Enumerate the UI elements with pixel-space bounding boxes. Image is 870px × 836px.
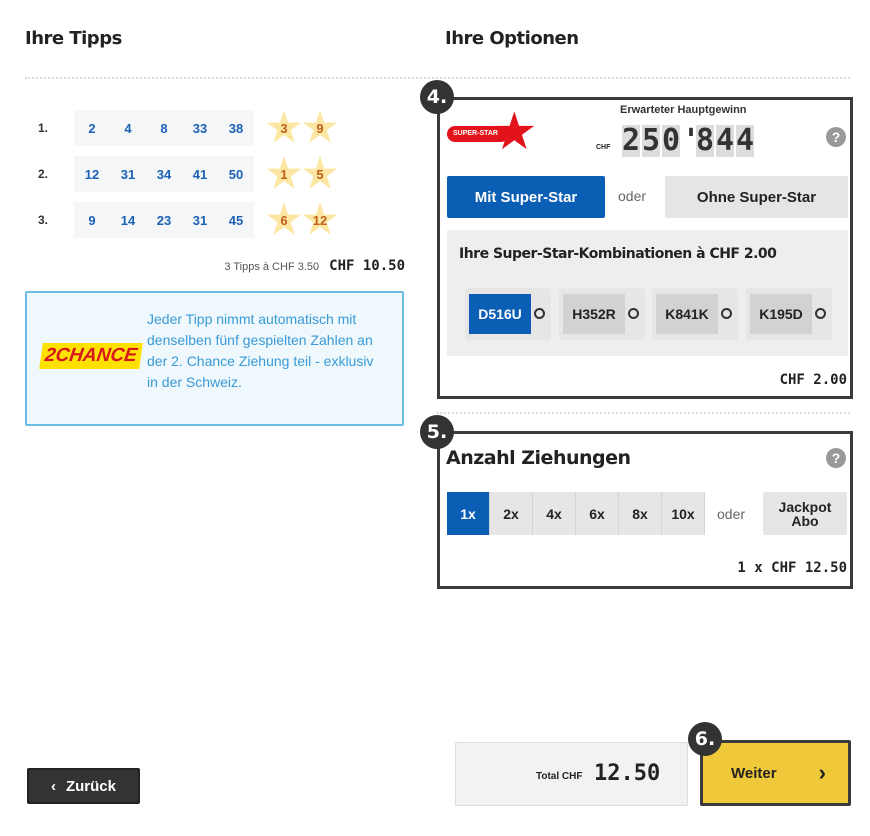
draws-option-2x[interactable]: 2x bbox=[490, 492, 533, 535]
tip-number: 31 bbox=[120, 166, 136, 182]
step-5-badge: 5. bbox=[420, 415, 454, 449]
total-amount: 12.50 bbox=[594, 761, 661, 786]
tips-summary: 3 Tipps à CHF 3.50 CHF 10.50 bbox=[224, 258, 405, 274]
superstar-price: CHF 2.00 bbox=[779, 372, 847, 388]
tip-number: 4 bbox=[124, 120, 132, 136]
jackpot-digit: 4 bbox=[716, 123, 735, 158]
combo-code[interactable]: H352R bbox=[563, 294, 625, 334]
tip-numbers: 9 14 23 31 45 bbox=[74, 202, 254, 238]
combo-code[interactable]: K841K bbox=[656, 294, 718, 334]
step-4-badge: 4. bbox=[420, 80, 454, 114]
total-label: Total CHF bbox=[536, 771, 583, 782]
or-label: oder bbox=[618, 188, 647, 204]
tip-number: 31 bbox=[192, 212, 208, 228]
tip-index: 3. bbox=[38, 213, 49, 227]
jackpot-digit: 0 bbox=[662, 123, 681, 158]
tip-number: 12 bbox=[84, 166, 100, 182]
jackpot-amount: 2 5 0 ' 8 4 4 bbox=[622, 125, 756, 157]
draws-options: 1x 2x 4x 6x 8x 10x bbox=[447, 492, 705, 535]
star-number: 3 bbox=[266, 110, 302, 146]
chance-info-box: 2CHANCE Jeder Tipp nimmt automatisch mit… bbox=[25, 291, 404, 426]
jackpot-digit: 2 bbox=[622, 123, 641, 158]
star-number: 9 bbox=[302, 110, 338, 146]
divider bbox=[25, 77, 850, 79]
step-6-badge: 6. bbox=[688, 722, 722, 756]
refresh-icon[interactable] bbox=[534, 308, 545, 319]
tips-heading: Ihre Tipps bbox=[25, 28, 122, 49]
combo-k195d[interactable]: K195D bbox=[746, 288, 832, 340]
2chance-logo: 2CHANCE bbox=[39, 343, 143, 369]
tip-index: 1. bbox=[38, 121, 49, 135]
tip-row: 2. 12 31 34 41 50 15 bbox=[38, 156, 338, 192]
combo-k841k[interactable]: K841K bbox=[652, 288, 738, 340]
tip-number: 2 bbox=[88, 120, 96, 136]
tip-index: 2. bbox=[38, 167, 49, 181]
refresh-icon[interactable] bbox=[628, 308, 639, 319]
draws-option-4x[interactable]: 4x bbox=[533, 492, 576, 535]
divider bbox=[437, 412, 850, 414]
tip-number: 14 bbox=[120, 212, 136, 228]
draws-option-10x[interactable]: 10x bbox=[662, 492, 705, 535]
help-icon[interactable]: ? bbox=[826, 448, 846, 468]
tip-number: 34 bbox=[156, 166, 172, 182]
back-button[interactable]: ‹ Zurück bbox=[27, 768, 140, 804]
tip-numbers: 12 31 34 41 50 bbox=[74, 156, 254, 192]
combo-d516u[interactable]: D516U bbox=[465, 288, 551, 340]
options-heading: Ihre Optionen bbox=[445, 28, 579, 49]
tip-number: 33 bbox=[192, 120, 208, 136]
draws-option-6x[interactable]: 6x bbox=[576, 492, 619, 535]
refresh-icon[interactable] bbox=[721, 308, 732, 319]
star-number: 6 bbox=[266, 202, 302, 238]
tip-number: 41 bbox=[192, 166, 208, 182]
jackpot-abo-button[interactable]: Jackpot Abo bbox=[763, 492, 847, 535]
with-superstar-button[interactable]: Mit Super-Star bbox=[447, 176, 605, 218]
combo-code[interactable]: K195D bbox=[750, 294, 812, 334]
star-number: 5 bbox=[302, 156, 338, 192]
next-button[interactable]: Weiter › bbox=[700, 740, 851, 806]
tip-number: 9 bbox=[88, 212, 96, 228]
tip-row: 1. 2 4 8 33 38 39 bbox=[38, 110, 338, 146]
chance-text: Jeder Tipp nimmt automatisch mit denselb… bbox=[147, 311, 374, 390]
chevron-left-icon: ‹ bbox=[50, 777, 56, 795]
combo-code[interactable]: D516U bbox=[469, 294, 531, 334]
star-number: 1 bbox=[266, 156, 302, 192]
draws-option-8x[interactable]: 8x bbox=[619, 492, 662, 535]
tip-numbers: 2 4 8 33 38 bbox=[74, 110, 254, 146]
or-label: oder bbox=[717, 506, 746, 522]
tip-row: 3. 9 14 23 31 45 612 bbox=[38, 202, 338, 238]
jackpot-label: Erwarteter Hauptgewinn bbox=[620, 104, 747, 116]
without-superstar-button[interactable]: Ohne Super-Star bbox=[665, 176, 848, 218]
refresh-icon[interactable] bbox=[815, 308, 826, 319]
superstar-logo: SUPER-STAR ★ bbox=[447, 106, 538, 158]
total-box: Total CHF 12.50 bbox=[455, 742, 688, 806]
jackpot-digit: ' bbox=[682, 123, 701, 158]
tips-price-info: 3 Tipps à CHF 3.50 bbox=[224, 261, 320, 273]
chevron-right-icon: › bbox=[818, 760, 826, 785]
jackpot-currency: CHF bbox=[596, 144, 611, 151]
tip-number: 38 bbox=[228, 120, 244, 136]
draws-price: 1 x CHF 12.50 bbox=[737, 560, 847, 576]
star-number: 12 bbox=[302, 202, 338, 238]
tip-number: 23 bbox=[156, 212, 172, 228]
draws-option-1x[interactable]: 1x bbox=[447, 492, 490, 535]
combo-h352r[interactable]: H352R bbox=[559, 288, 645, 340]
draws-title: Anzahl Ziehungen bbox=[446, 447, 631, 469]
jackpot-digit: 4 bbox=[736, 123, 755, 158]
tip-number: 50 bbox=[228, 166, 244, 182]
tip-number: 8 bbox=[160, 120, 168, 136]
tips-total: CHF 10.50 bbox=[329, 258, 405, 274]
combos-title: Ihre Super-Star-Kombinationen à CHF 2.00 bbox=[459, 246, 777, 262]
jackpot-digit: 5 bbox=[642, 123, 661, 158]
jackpot-digit: 8 bbox=[696, 123, 715, 158]
help-icon[interactable]: ? bbox=[826, 127, 846, 147]
tip-number: 45 bbox=[228, 212, 244, 228]
